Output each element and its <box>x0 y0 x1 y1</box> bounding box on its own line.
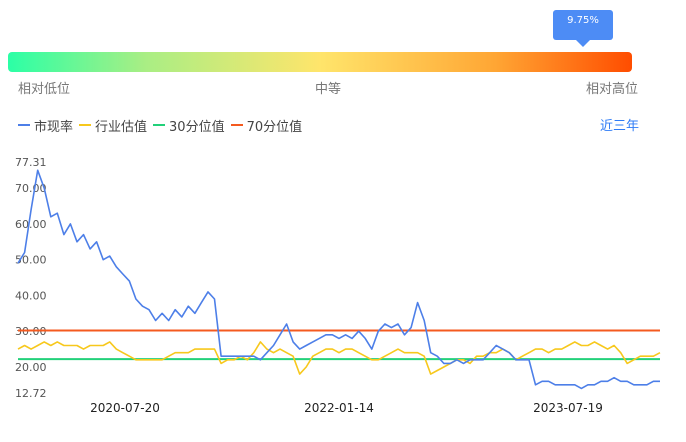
chart-lines <box>17 169 661 390</box>
y-tick-label: 60.00 <box>15 218 47 231</box>
y-tick-label: 12.72 <box>15 387 47 400</box>
legend-swatch-industry <box>79 124 92 126</box>
series-line-pcf <box>17 169 660 390</box>
gauge-mid-label: 中等 <box>315 82 342 97</box>
gauge-labels: 相对低位 中等 相对高位 <box>18 78 638 98</box>
series-line-industry <box>17 341 661 375</box>
gauge-low-label: 相对低位 <box>18 82 71 97</box>
percentile-gauge-bar <box>8 52 632 72</box>
gauge-high-label: 相对高位 <box>585 82 638 97</box>
legend-swatch-pct30 <box>153 124 166 126</box>
y-tick-label: 40.00 <box>15 289 47 302</box>
x-tick-label: 2022-01-14 <box>304 401 374 415</box>
legend-label-pct70: 70分位值 <box>246 119 303 135</box>
legend-label-pcf: 市现率 <box>34 119 74 135</box>
y-axis-ticks: 12.72 20.00 30.00 40.00 50.00 60.00 70.00 77.31 <box>15 156 47 400</box>
legend-item-pct70[interactable]: 70分位值 <box>230 116 303 135</box>
legend-label-industry: 行业估值 <box>95 119 148 135</box>
legend-item-industry[interactable]: 行业估值 <box>79 116 147 135</box>
legend-item-pct30[interactable]: 30分位值 <box>153 116 225 135</box>
chart-legend: 市现率 行业估值 30分位值 70分位值 <box>18 115 308 135</box>
percentile-tooltip: 9.75% <box>553 10 613 47</box>
x-axis-ticks: 2020-07-20 2022-01-14 2023-07-19 <box>90 401 603 415</box>
x-tick-label: 2023-07-19 <box>533 401 603 415</box>
y-tick-label: 50.00 <box>15 254 47 267</box>
x-tick-label: 2020-07-20 <box>90 401 160 415</box>
legend-label-pct30: 30分位值 <box>169 119 225 135</box>
y-tick-label: 20.00 <box>15 361 47 374</box>
y-tick-label: 30.00 <box>15 325 47 338</box>
legend-swatch-pcf <box>18 124 30 126</box>
percentile-value: 9.75% <box>567 15 599 26</box>
legend-item-pcf[interactable]: 市现率 <box>18 116 73 135</box>
y-tick-label: 77.31 <box>15 156 47 169</box>
legend-swatch-pct70 <box>230 124 243 126</box>
y-tick-label: 70.00 <box>15 182 47 195</box>
range-selector-three-years[interactable]: 近三年 <box>600 119 640 134</box>
